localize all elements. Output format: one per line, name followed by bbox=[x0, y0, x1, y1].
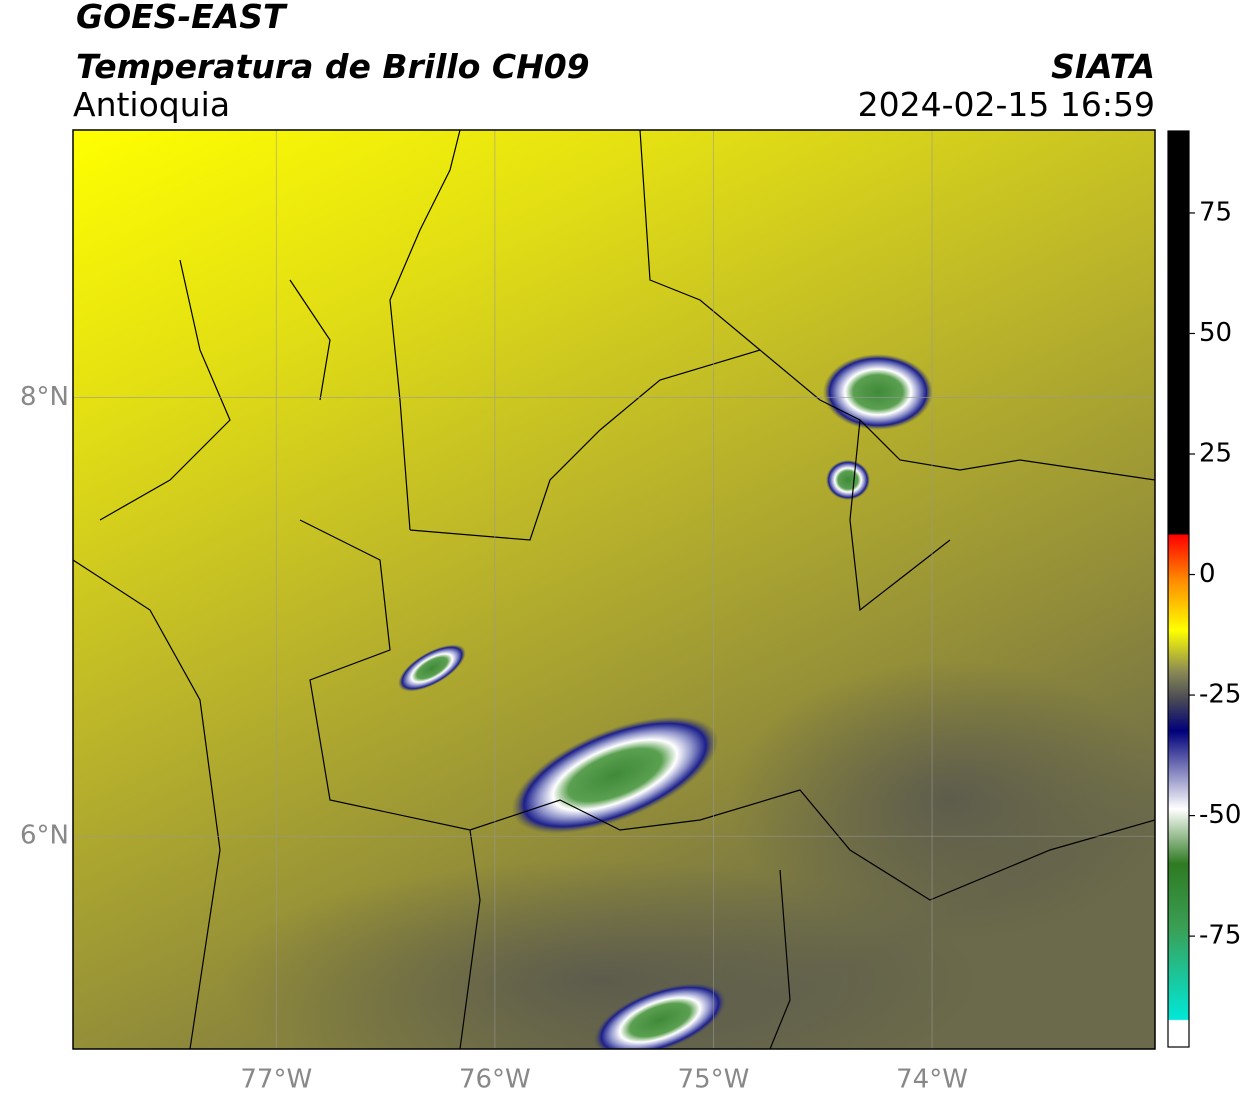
colorbar-tick-label: 0 bbox=[1199, 559, 1216, 589]
cloud bbox=[398, 644, 466, 692]
y-tick-label: 8°N bbox=[20, 382, 69, 412]
map-layer bbox=[73, 130, 1155, 1049]
shade bbox=[730, 660, 1155, 940]
map-frame bbox=[72, 129, 1156, 1050]
colorbar-tick-label: 25 bbox=[1199, 439, 1232, 469]
y-tick-label: 6°N bbox=[20, 821, 69, 851]
agency: SIATA bbox=[1051, 47, 1155, 86]
region: Antioquia bbox=[73, 85, 230, 124]
shade bbox=[220, 860, 980, 1049]
colorbar-tick-label: 50 bbox=[1199, 318, 1232, 348]
cloud bbox=[826, 460, 870, 500]
colorbar-tick-label: 75 bbox=[1199, 197, 1232, 227]
colorbar-tick-label: -75 bbox=[1199, 921, 1241, 951]
cloud bbox=[593, 983, 727, 1049]
satellite: GOES-EAST bbox=[76, 0, 288, 36]
borders bbox=[73, 130, 1155, 1049]
x-tick-label: 77°W bbox=[240, 1065, 312, 1095]
colorbar-tick-label: -50 bbox=[1199, 800, 1241, 830]
cloud bbox=[823, 354, 933, 430]
colorbar-tick-label: -25 bbox=[1199, 680, 1241, 710]
x-tick-label: 75°W bbox=[678, 1065, 750, 1095]
grid bbox=[73, 130, 1155, 1049]
timestamp: 2024-02-15 16:59 bbox=[858, 85, 1155, 124]
cloud bbox=[511, 716, 719, 834]
colorbar bbox=[1167, 130, 1190, 1048]
x-tick-label: 74°W bbox=[896, 1065, 968, 1095]
x-tick-label: 76°W bbox=[459, 1065, 531, 1095]
product: Temperatura de Brillo CH09 bbox=[76, 47, 590, 86]
